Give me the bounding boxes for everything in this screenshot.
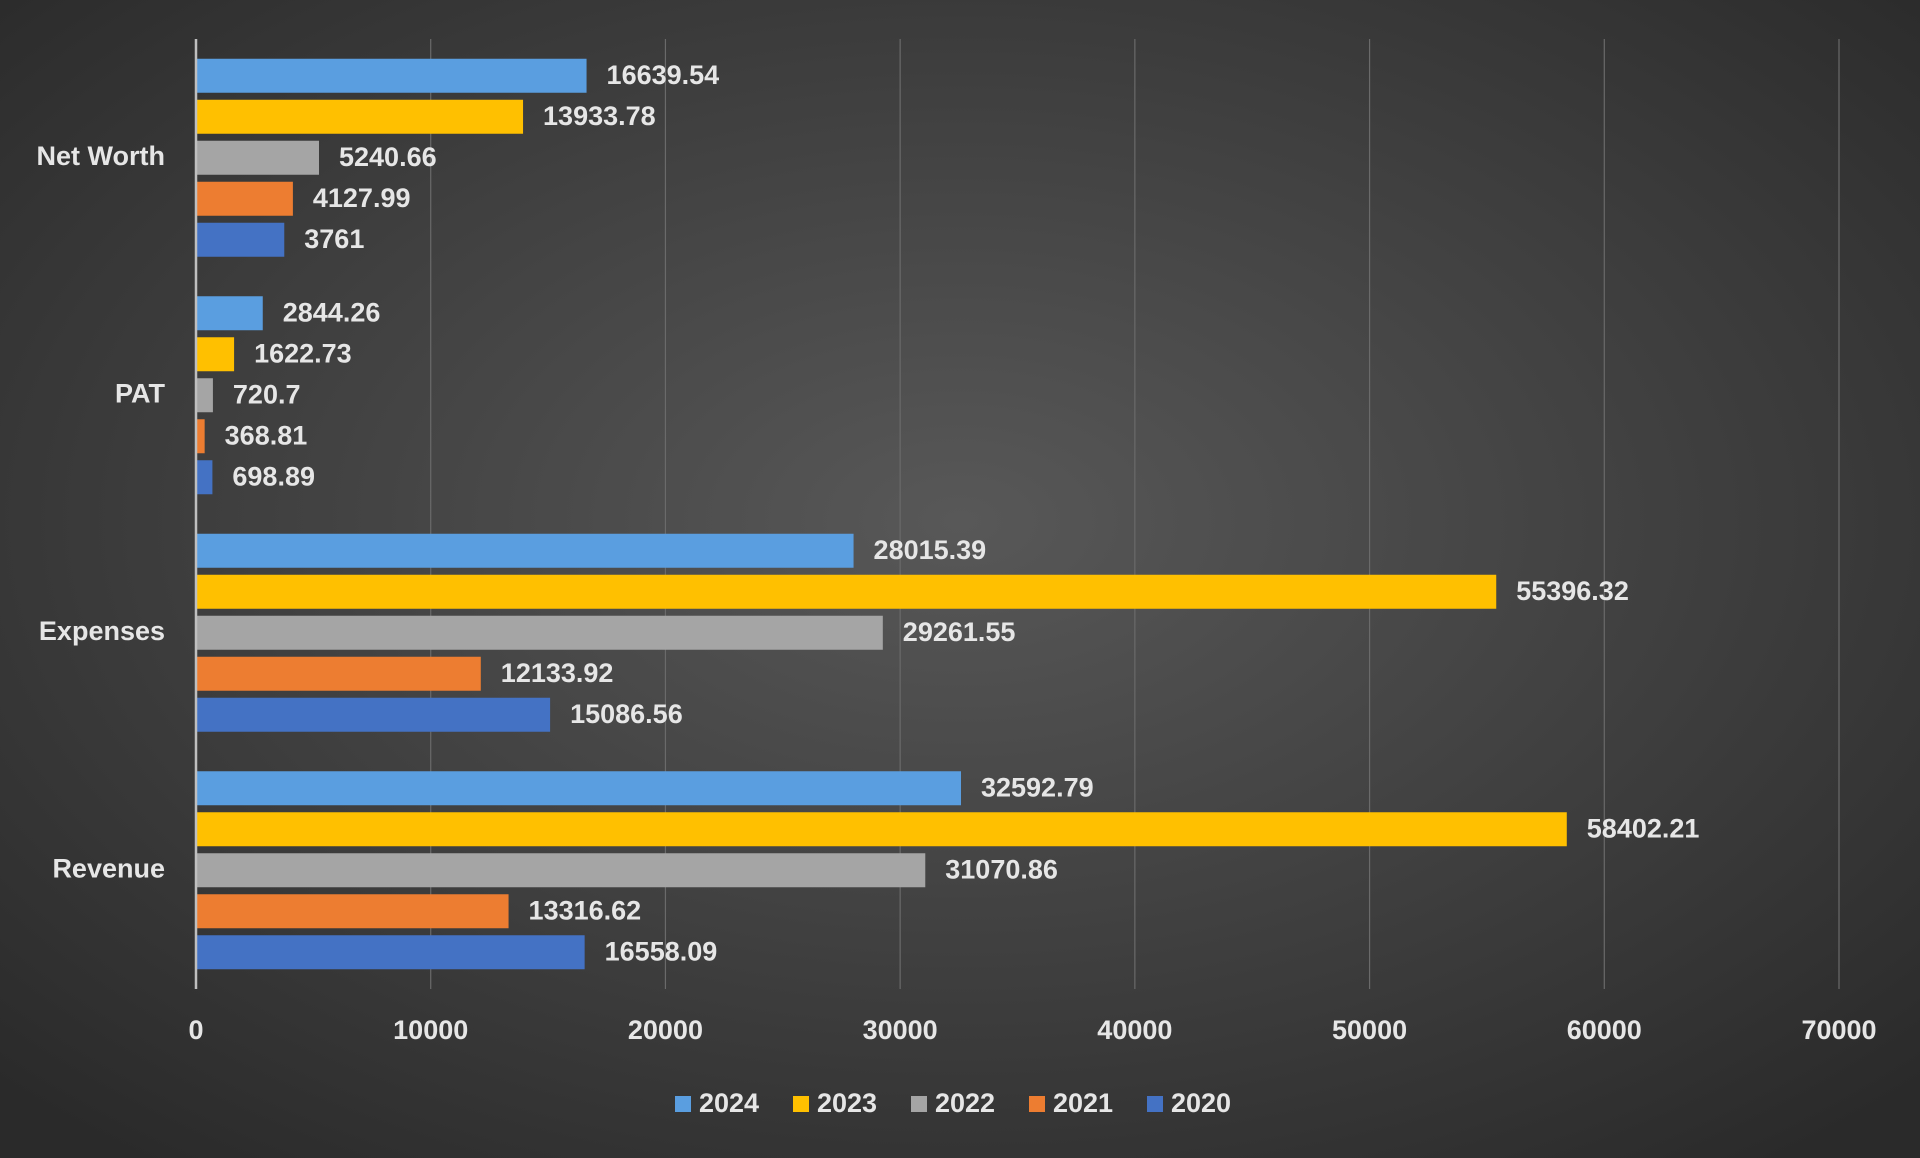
legend-swatch (675, 1096, 691, 1112)
data-label: 720.7 (233, 379, 301, 409)
bar (196, 853, 926, 888)
bar (196, 935, 585, 970)
x-tick-label: 50000 (1332, 1015, 1407, 1045)
legend-label: 2022 (935, 1088, 995, 1118)
y-tick-label: PAT (115, 378, 165, 408)
legend-swatch (911, 1096, 927, 1112)
data-label: 29261.55 (903, 617, 1016, 647)
x-tick-label: 70000 (1801, 1015, 1876, 1045)
x-tick-label: 30000 (863, 1015, 938, 1045)
bar (196, 771, 961, 806)
bar (196, 296, 263, 331)
legend-swatch (793, 1096, 809, 1112)
legend-label: 2020 (1171, 1088, 1231, 1118)
data-label: 12133.92 (501, 658, 614, 688)
data-label: 5240.66 (339, 142, 437, 172)
data-label: 4127.99 (313, 183, 411, 213)
bar (196, 181, 293, 216)
data-label: 13933.78 (543, 101, 656, 131)
data-label: 32592.79 (981, 772, 1094, 802)
legend-label: 2024 (699, 1088, 759, 1118)
x-tick-label: 40000 (1097, 1015, 1172, 1045)
data-label: 55396.32 (1516, 576, 1629, 606)
legend-label: 2021 (1053, 1088, 1113, 1118)
y-tick-label: Expenses (39, 616, 165, 646)
data-label: 1622.73 (254, 338, 352, 368)
bar (196, 419, 205, 454)
y-tick-label: Net Worth (37, 141, 166, 171)
data-label: 13316.62 (529, 895, 642, 925)
bar (196, 697, 551, 732)
legend-label: 2023 (817, 1088, 877, 1118)
data-label: 3761 (304, 224, 364, 254)
bar (196, 337, 235, 372)
bar (196, 222, 285, 257)
data-label: 698.89 (232, 461, 315, 491)
legend-swatch (1147, 1096, 1163, 1112)
data-label: 28015.39 (874, 535, 987, 565)
bar (196, 140, 320, 175)
data-label: 58402.21 (1587, 813, 1700, 843)
bar (196, 378, 213, 413)
x-tick-label: 0 (188, 1015, 203, 1045)
data-label: 16639.54 (607, 60, 720, 90)
bar (196, 460, 213, 495)
data-label: 368.81 (225, 420, 308, 450)
x-tick-label: 20000 (628, 1015, 703, 1045)
x-tick-label: 60000 (1567, 1015, 1642, 1045)
bar (196, 99, 524, 134)
bar (196, 574, 1497, 609)
data-label: 16558.09 (605, 936, 718, 966)
bar (196, 812, 1567, 847)
legend-swatch (1029, 1096, 1045, 1112)
bar (196, 615, 883, 650)
bar (196, 533, 854, 568)
data-label: 2844.26 (283, 297, 381, 327)
y-tick-label: Revenue (52, 853, 165, 883)
bar (196, 58, 587, 93)
x-tick-label: 10000 (393, 1015, 468, 1045)
data-label: 31070.86 (945, 854, 1058, 884)
bar (196, 894, 509, 929)
data-label: 15086.56 (570, 699, 683, 729)
bar (196, 656, 481, 691)
